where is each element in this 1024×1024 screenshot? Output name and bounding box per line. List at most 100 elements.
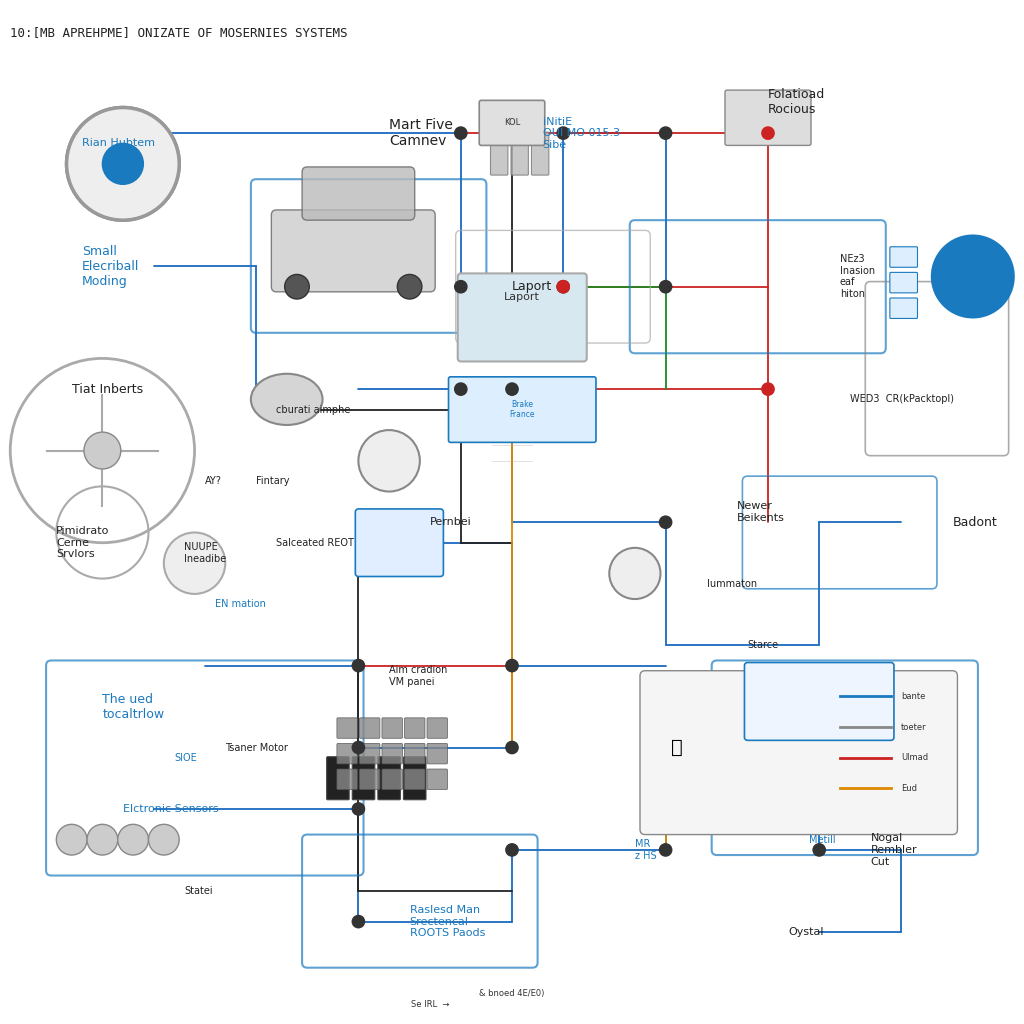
Circle shape <box>557 281 569 293</box>
Text: Ulmad: Ulmad <box>901 754 928 762</box>
Text: & bnoed 4E/E0): & bnoed 4E/E0) <box>479 989 545 998</box>
Text: Laport: Laport <box>512 281 552 293</box>
FancyBboxPatch shape <box>890 272 918 293</box>
Text: Mart Five
Camnev: Mart Five Camnev <box>389 118 453 148</box>
Circle shape <box>87 824 118 855</box>
FancyBboxPatch shape <box>404 769 425 790</box>
Circle shape <box>506 844 518 856</box>
Text: Oystal: Oystal <box>788 927 824 937</box>
Text: iNitiE
OUI MO 015.3
Sibe: iNitiE OUI MO 015.3 Sibe <box>543 117 620 150</box>
FancyBboxPatch shape <box>458 273 587 361</box>
Circle shape <box>102 143 143 184</box>
Text: cburati aimphe: cburati aimphe <box>276 404 351 415</box>
Circle shape <box>609 548 660 599</box>
FancyBboxPatch shape <box>359 743 380 764</box>
Ellipse shape <box>251 374 323 425</box>
Circle shape <box>358 430 420 492</box>
Circle shape <box>148 824 179 855</box>
Text: Salceated REOT: Salceated REOT <box>276 538 354 548</box>
FancyBboxPatch shape <box>302 167 415 220</box>
FancyBboxPatch shape <box>531 132 549 175</box>
FancyBboxPatch shape <box>404 743 425 764</box>
Text: Elctronic Sensors: Elctronic Sensors <box>123 804 218 814</box>
FancyBboxPatch shape <box>378 757 400 800</box>
Circle shape <box>84 432 121 469</box>
FancyBboxPatch shape <box>511 132 528 175</box>
Text: AY?: AY? <box>205 476 221 486</box>
Circle shape <box>659 127 672 139</box>
Circle shape <box>455 383 467 395</box>
Circle shape <box>352 915 365 928</box>
Circle shape <box>164 532 225 594</box>
Circle shape <box>762 383 774 395</box>
FancyBboxPatch shape <box>337 769 357 790</box>
FancyBboxPatch shape <box>427 718 447 738</box>
Circle shape <box>557 281 569 293</box>
Circle shape <box>67 108 179 220</box>
FancyBboxPatch shape <box>404 718 425 738</box>
Circle shape <box>506 741 518 754</box>
Circle shape <box>352 803 365 815</box>
Text: 🚗: 🚗 <box>671 738 682 757</box>
Text: NUUPE
Ineadibe: NUUPE Ineadibe <box>184 542 226 564</box>
Text: toeter: toeter <box>901 723 927 731</box>
Circle shape <box>932 236 1014 317</box>
Circle shape <box>506 383 518 395</box>
FancyBboxPatch shape <box>490 132 508 175</box>
Text: Fintary: Fintary <box>256 476 290 486</box>
Text: Tsaner Motor: Tsaner Motor <box>225 742 288 753</box>
FancyBboxPatch shape <box>725 90 811 145</box>
Circle shape <box>352 741 365 754</box>
Text: Nogal
Rembler
Cut: Nogal Rembler Cut <box>870 834 918 866</box>
Circle shape <box>455 127 467 139</box>
FancyBboxPatch shape <box>744 663 894 740</box>
Text: Brake
France: Brake France <box>510 400 535 419</box>
Text: Starce: Starce <box>748 640 778 650</box>
Text: Laport: Laport <box>504 292 541 302</box>
Text: Ivealns: Ivealns <box>973 271 1013 282</box>
FancyBboxPatch shape <box>403 757 426 800</box>
FancyBboxPatch shape <box>359 769 380 790</box>
Circle shape <box>455 281 467 293</box>
Circle shape <box>659 281 672 293</box>
Text: Metill: Metill <box>809 835 836 845</box>
Circle shape <box>397 274 422 299</box>
Text: Tiat Inberts: Tiat Inberts <box>72 383 142 395</box>
FancyBboxPatch shape <box>890 247 918 267</box>
Text: KOL: KOL <box>504 119 520 127</box>
Text: Pimidrato
Cerne
Srvlors: Pimidrato Cerne Srvlors <box>56 526 110 559</box>
Circle shape <box>506 659 518 672</box>
FancyBboxPatch shape <box>640 671 957 835</box>
Text: MR
z HS: MR z HS <box>635 839 656 861</box>
FancyBboxPatch shape <box>382 718 402 738</box>
FancyBboxPatch shape <box>890 298 918 318</box>
FancyBboxPatch shape <box>449 377 596 442</box>
FancyBboxPatch shape <box>479 100 545 145</box>
Circle shape <box>557 127 569 139</box>
Circle shape <box>813 844 825 856</box>
FancyBboxPatch shape <box>337 718 357 738</box>
Text: Rian Hubtem: Rian Hubtem <box>82 138 155 148</box>
Text: EN mation: EN mation <box>215 599 266 609</box>
Text: bante: bante <box>901 692 926 700</box>
FancyBboxPatch shape <box>427 743 447 764</box>
FancyBboxPatch shape <box>359 718 380 738</box>
Text: Aim cradion
VM panei: Aim cradion VM panei <box>389 665 447 687</box>
Text: WED3  CR(kPacktopl): WED3 CR(kPacktopl) <box>850 394 954 404</box>
Circle shape <box>659 844 672 856</box>
Circle shape <box>67 108 179 220</box>
Circle shape <box>352 659 365 672</box>
FancyBboxPatch shape <box>355 509 443 577</box>
FancyBboxPatch shape <box>427 769 447 790</box>
Text: Se IRL  →: Se IRL → <box>411 999 450 1009</box>
FancyBboxPatch shape <box>382 743 402 764</box>
Text: Statei: Statei <box>184 886 213 896</box>
Text: Raslesd Man
Srectencal
ROOTS Paods: Raslesd Man Srectencal ROOTS Paods <box>410 905 485 938</box>
FancyBboxPatch shape <box>327 757 349 800</box>
Circle shape <box>762 127 774 139</box>
Text: 10:[MB APREHPME] ONIZATE OF MOSERNIES SYSTEMS: 10:[MB APREHPME] ONIZATE OF MOSERNIES SY… <box>10 26 348 39</box>
Circle shape <box>118 824 148 855</box>
Text: Newer
Beikents: Newer Beikents <box>737 501 785 523</box>
FancyBboxPatch shape <box>382 769 402 790</box>
Text: Small
Elecriball
Moding: Small Elecriball Moding <box>82 245 139 288</box>
